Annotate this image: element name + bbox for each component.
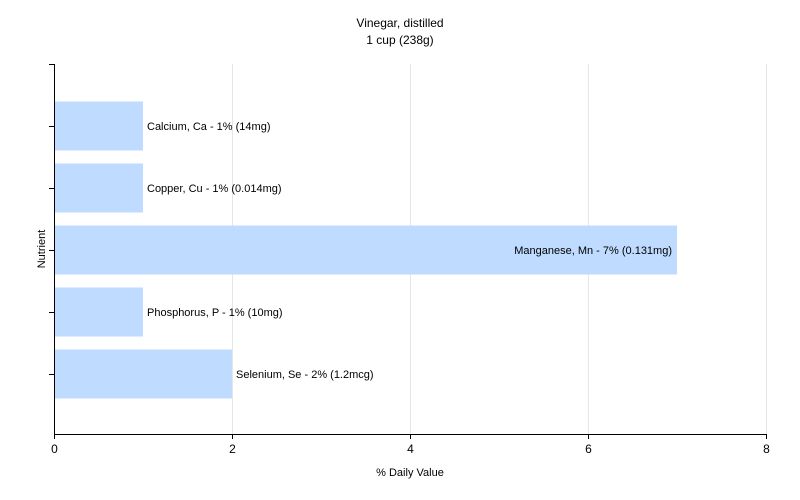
axes: 0 2 4 6 8: [49, 64, 770, 456]
chart-subtitle: 1 cup (238g): [366, 33, 433, 47]
bar-value-label: Phosphorus, P - 1% (10mg): [147, 307, 283, 319]
x-tick-label: 0: [51, 442, 58, 456]
bar-value-label: Manganese, Mn - 7% (0.131mg): [514, 245, 672, 257]
y-axis-label: Nutrient: [36, 230, 48, 269]
x-tick-label: 2: [229, 442, 236, 456]
bar-manganese: [55, 225, 677, 275]
bar-copper: [55, 163, 143, 213]
bar-calcium: [55, 101, 143, 151]
x-tick-label: 8: [763, 442, 770, 456]
x-tick-label: 4: [407, 442, 414, 456]
x-axis-label: % Daily Value: [376, 467, 444, 479]
bar-value-label: Calcium, Ca - 1% (14mg): [147, 121, 270, 133]
chart-title: Vinegar, distilled: [356, 16, 443, 30]
bar-phosphorus: [55, 287, 143, 337]
bars: Calcium, Ca - 1% (14mg) Copper, Cu - 1% (…: [55, 101, 677, 399]
x-tick-label: 6: [585, 442, 592, 456]
bar-selenium: [55, 349, 232, 399]
bar-value-label: Copper, Cu - 1% (0.014mg): [147, 183, 282, 195]
bar-value-label: Selenium, Se - 2% (1.2mcg): [236, 369, 374, 381]
